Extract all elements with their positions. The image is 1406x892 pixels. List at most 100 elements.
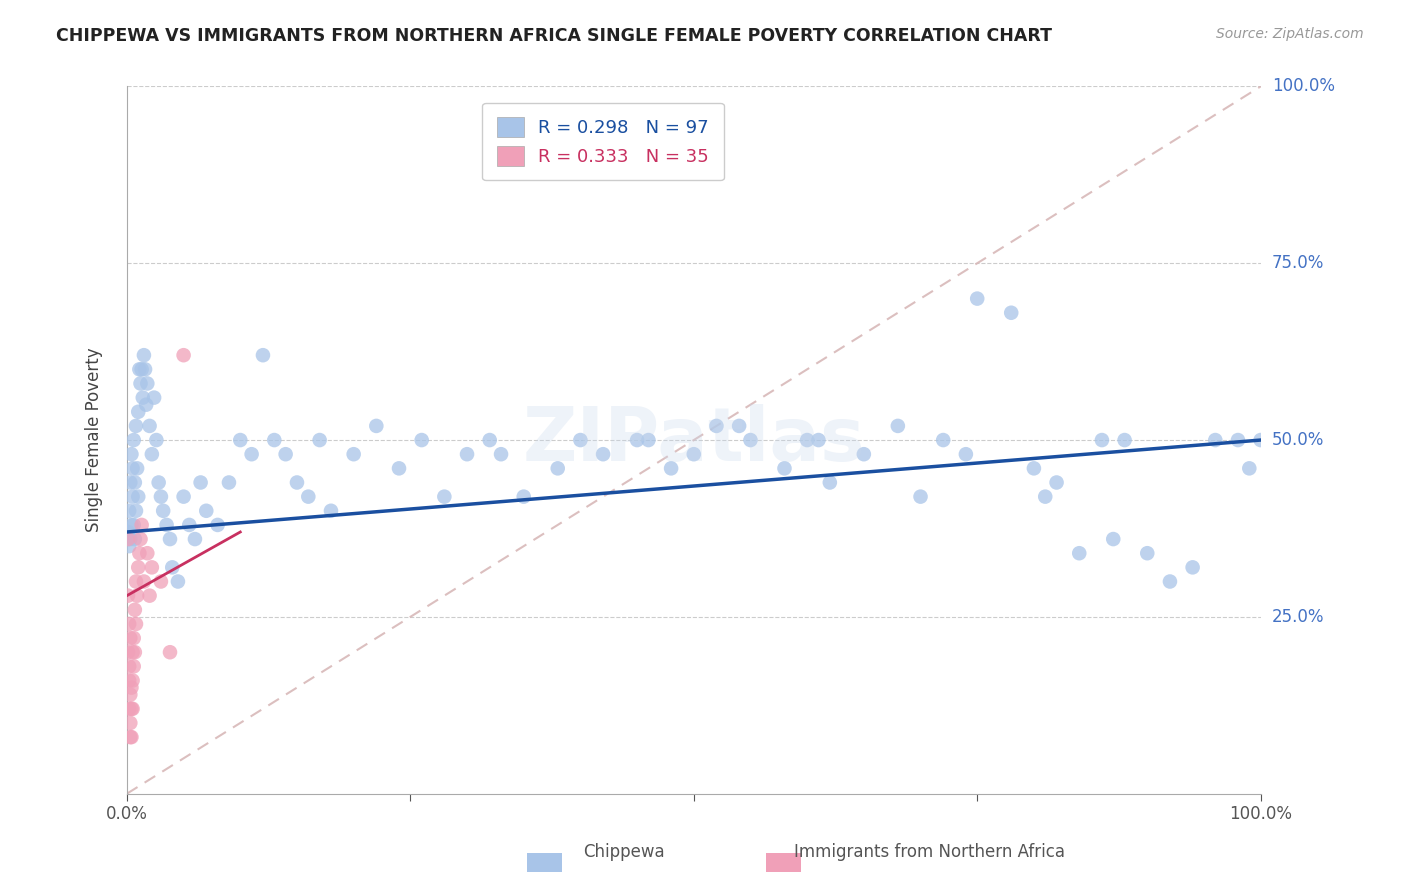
Point xyxy=(807,433,830,447)
Point xyxy=(190,475,212,490)
Point xyxy=(796,433,818,447)
Point xyxy=(138,418,160,433)
Point xyxy=(125,616,148,631)
Point xyxy=(120,730,142,744)
Text: ZIPatlas: ZIPatlas xyxy=(523,403,865,476)
Point xyxy=(167,574,190,589)
Point xyxy=(478,433,501,447)
Point xyxy=(1114,433,1136,447)
Point xyxy=(121,702,143,716)
Point xyxy=(125,574,148,589)
Point xyxy=(122,659,145,673)
Point xyxy=(122,517,145,532)
Point xyxy=(120,532,142,546)
Point xyxy=(127,589,149,603)
Point xyxy=(141,560,163,574)
Point xyxy=(149,490,172,504)
Legend: R = 0.298   N = 97, R = 0.333   N = 35: R = 0.298 N = 97, R = 0.333 N = 35 xyxy=(482,103,724,180)
Point xyxy=(818,475,841,490)
Text: Chippewa: Chippewa xyxy=(583,843,665,861)
Point xyxy=(1181,560,1204,574)
Point xyxy=(173,348,195,362)
Point xyxy=(1159,574,1181,589)
Text: 25.0%: 25.0% xyxy=(1272,607,1324,626)
Point xyxy=(852,447,875,461)
Point xyxy=(124,603,146,617)
Point xyxy=(252,348,274,362)
Point xyxy=(124,475,146,490)
Point xyxy=(143,391,166,405)
Point xyxy=(1045,475,1067,490)
Y-axis label: Single Female Poverty: Single Female Poverty xyxy=(86,348,103,533)
Text: Source: ZipAtlas.com: Source: ZipAtlas.com xyxy=(1216,27,1364,41)
Point xyxy=(308,433,330,447)
Point xyxy=(129,376,152,391)
Point xyxy=(138,589,160,603)
Point xyxy=(1136,546,1159,560)
Point xyxy=(118,702,141,716)
Point xyxy=(1091,433,1114,447)
Point xyxy=(411,433,433,447)
Point xyxy=(207,517,229,532)
Point xyxy=(388,461,411,475)
Point xyxy=(136,376,159,391)
Point xyxy=(1069,546,1091,560)
Point xyxy=(125,504,148,518)
Point xyxy=(932,433,955,447)
Point xyxy=(118,659,141,673)
Point xyxy=(135,398,157,412)
Point xyxy=(1204,433,1226,447)
Point xyxy=(122,631,145,645)
Point xyxy=(124,532,146,546)
Point xyxy=(592,447,614,461)
Point xyxy=(285,475,308,490)
Point xyxy=(1250,433,1272,447)
Point xyxy=(773,461,796,475)
Point xyxy=(120,475,142,490)
Point xyxy=(263,433,285,447)
Point xyxy=(127,461,149,475)
Point xyxy=(121,490,143,504)
Point xyxy=(1226,433,1249,447)
Point xyxy=(955,447,977,461)
Point xyxy=(120,517,142,532)
Point xyxy=(136,546,159,560)
Point xyxy=(179,517,201,532)
Point xyxy=(489,447,512,461)
Point xyxy=(117,532,139,546)
Point xyxy=(127,490,149,504)
Point xyxy=(120,631,142,645)
Point xyxy=(152,504,174,518)
Point xyxy=(129,532,152,546)
Point xyxy=(127,405,149,419)
Point xyxy=(159,532,181,546)
Point xyxy=(433,490,456,504)
Point xyxy=(682,447,704,461)
Point xyxy=(145,433,167,447)
Point xyxy=(121,673,143,688)
Point xyxy=(131,517,153,532)
Point xyxy=(124,645,146,659)
Point xyxy=(120,702,142,716)
Point xyxy=(149,574,172,589)
Point xyxy=(128,546,150,560)
Point xyxy=(128,362,150,376)
Point xyxy=(1022,461,1045,475)
Text: CHIPPEWA VS IMMIGRANTS FROM NORTHERN AFRICA SINGLE FEMALE POVERTY CORRELATION CH: CHIPPEWA VS IMMIGRANTS FROM NORTHERN AFR… xyxy=(56,27,1052,45)
Text: 50.0%: 50.0% xyxy=(1272,431,1324,449)
Point xyxy=(659,461,682,475)
Point xyxy=(117,524,139,539)
Point xyxy=(1102,532,1125,546)
Point xyxy=(195,504,218,518)
Point xyxy=(319,504,342,518)
Point xyxy=(966,292,988,306)
Point xyxy=(173,490,195,504)
Point xyxy=(240,447,263,461)
Point xyxy=(118,539,141,553)
Point xyxy=(637,433,659,447)
Point xyxy=(274,447,297,461)
Point xyxy=(706,418,728,433)
Point xyxy=(1033,490,1056,504)
Point xyxy=(117,645,139,659)
Point xyxy=(121,461,143,475)
